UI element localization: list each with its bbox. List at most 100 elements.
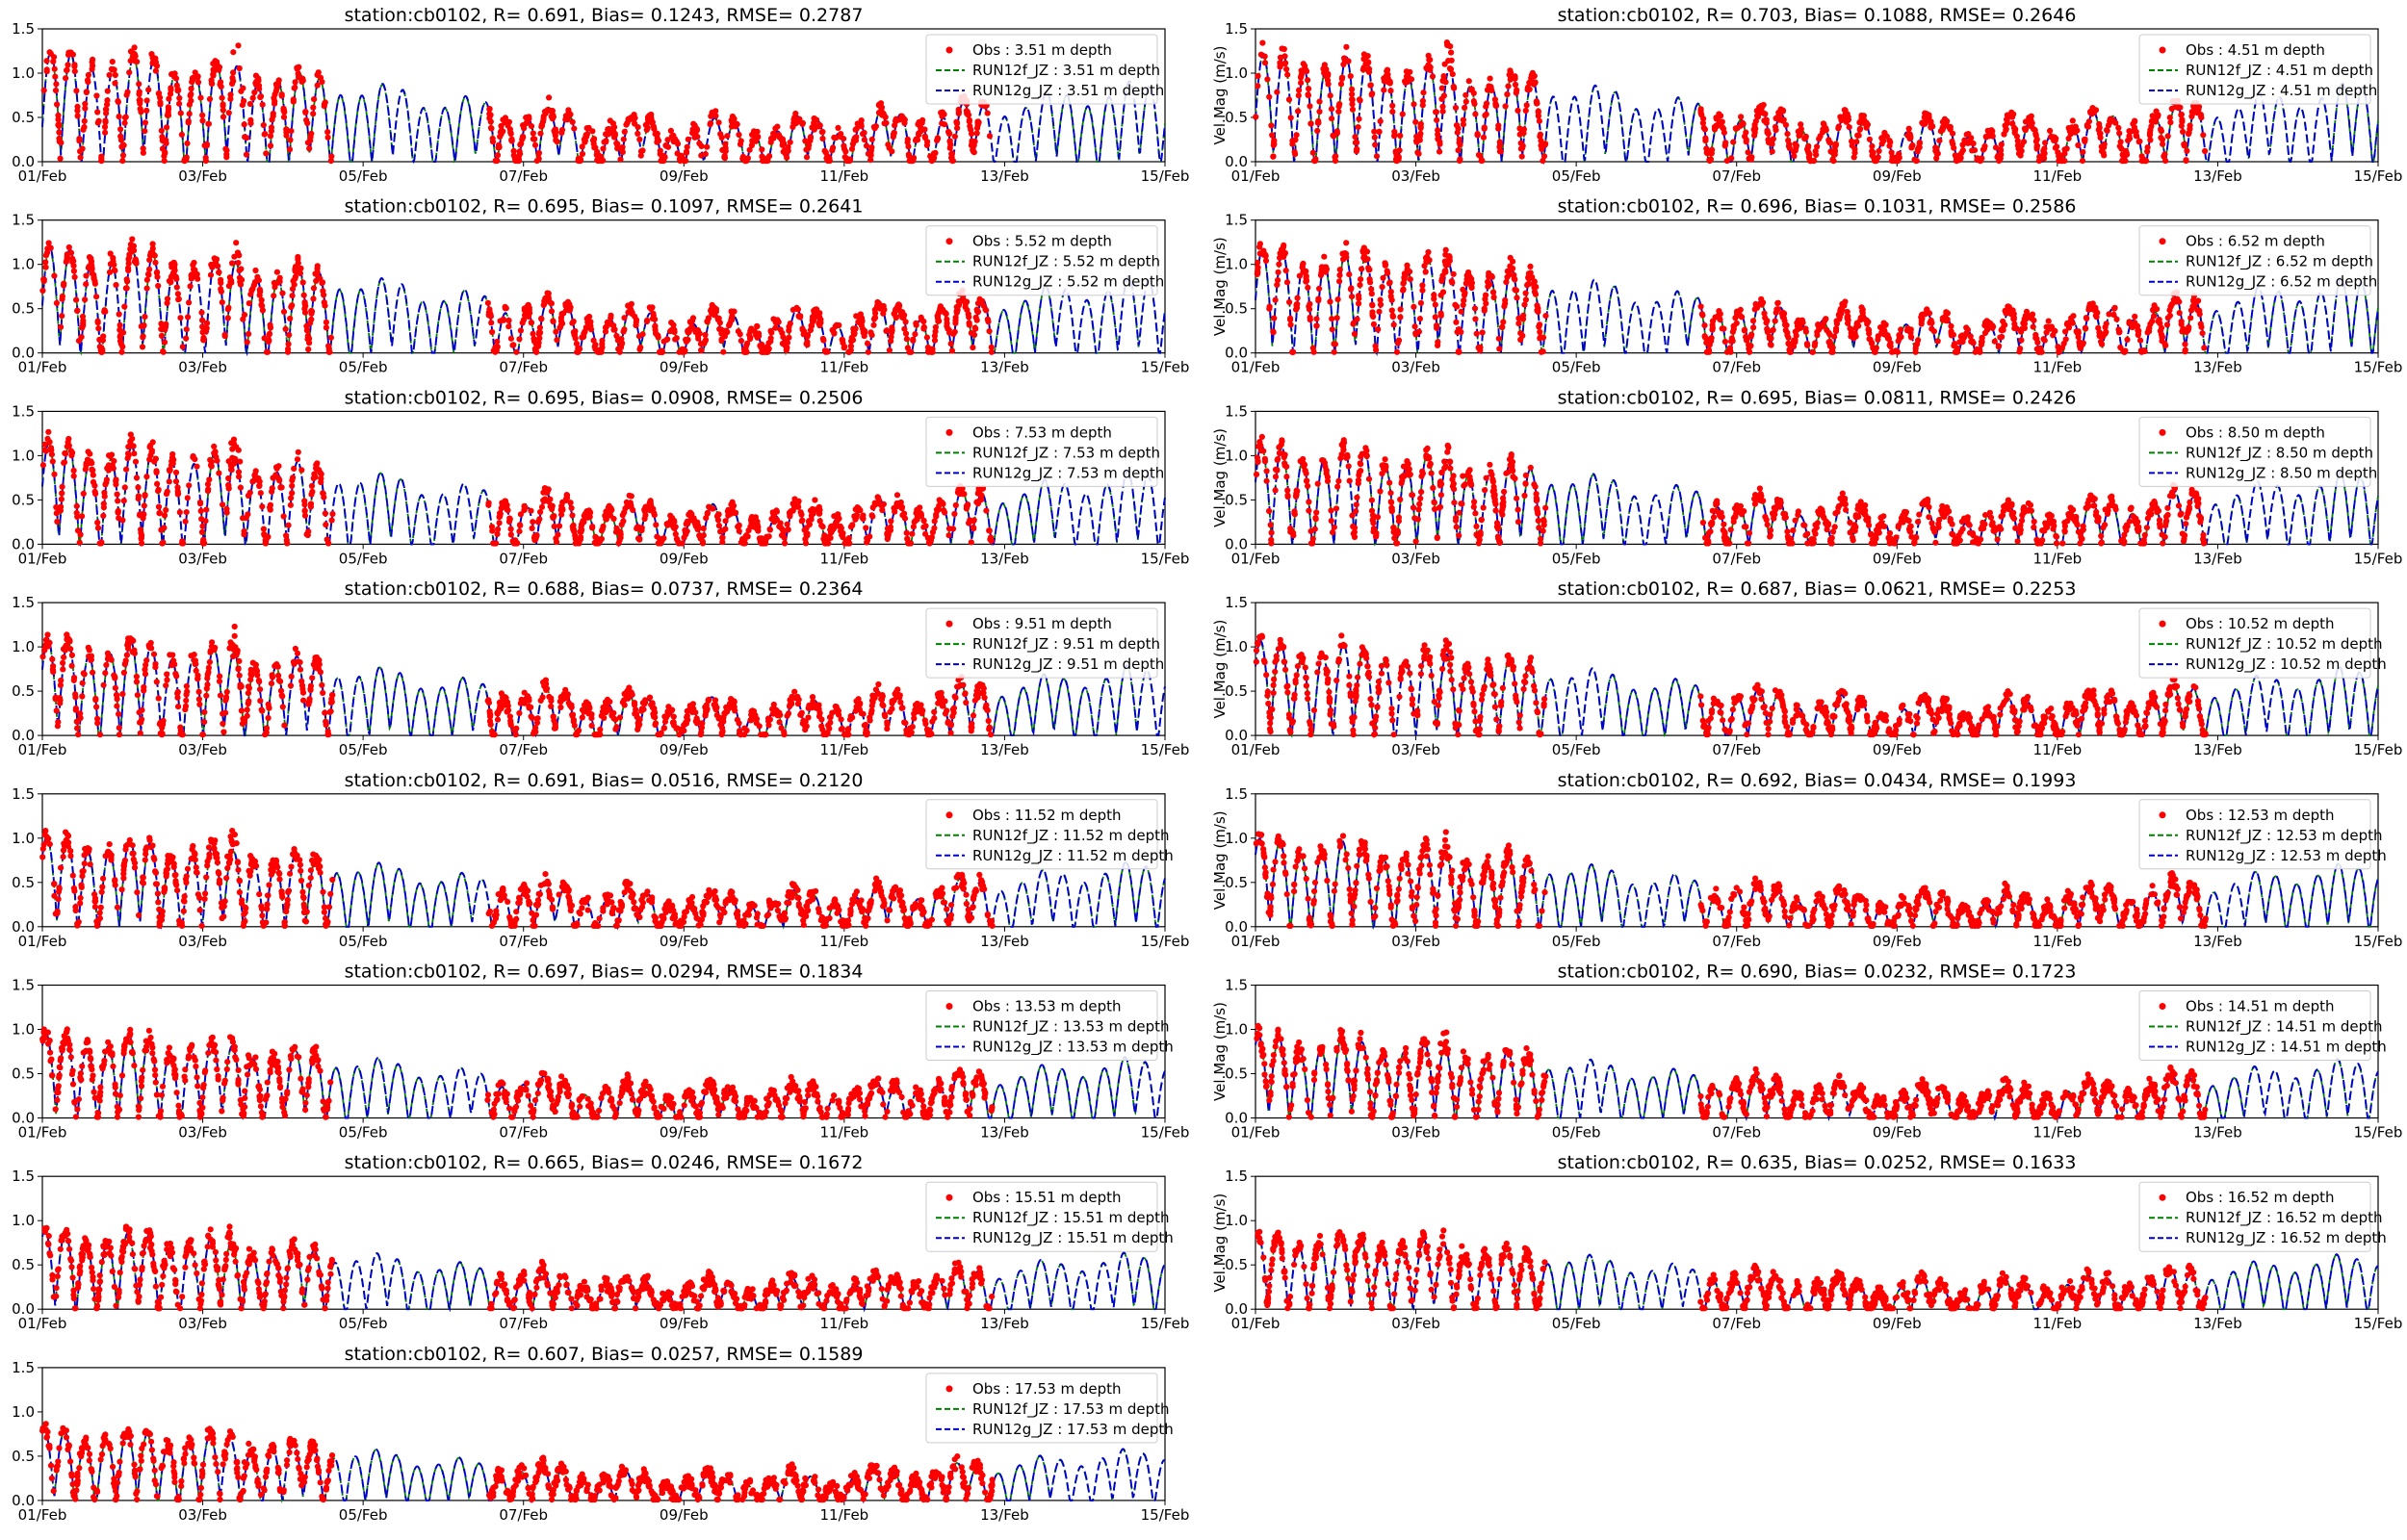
obs-point [970,345,975,350]
obs-point [1362,56,1368,62]
obs-point [309,309,315,315]
obs-point [1350,107,1356,113]
obs-point [274,86,280,91]
obs-point [205,488,211,494]
obs-point [583,324,589,330]
obs-point [854,314,860,320]
obs-point [160,138,166,143]
obs-point [304,120,310,126]
obs-point [74,510,80,516]
obs-point [942,509,947,515]
obs-point [1876,148,1882,154]
x-tick-label: 11/Feb [2033,359,2083,376]
obs-point [255,475,261,481]
obs-point [2080,342,2085,347]
obs-point [44,249,50,255]
obs-point [1532,289,1538,295]
obs-point [489,528,495,534]
obs-point [807,522,813,527]
obs-point [486,116,492,121]
obs-point [218,277,223,283]
obs-point [533,533,539,539]
obs-point [764,349,770,355]
obs-point [1727,348,1733,354]
obs-point [1948,124,1954,130]
obs-point [591,136,597,141]
obs-point [612,131,618,137]
obs-point [1434,325,1439,331]
obs-point [1289,349,1295,355]
obs-point [1266,306,1272,312]
obs-point [558,319,564,324]
obs-point [693,125,699,131]
obs-point [2159,325,2164,331]
obs-point [1821,122,1826,128]
obs-point [893,118,899,124]
obs-point [2132,118,2137,124]
obs-point [901,120,907,126]
obs-point [855,320,861,325]
obs-point [60,296,65,302]
obs-point [324,324,329,330]
obs-point [75,113,81,118]
obs-point [1293,307,1299,313]
obs-point [220,107,226,113]
obs-point [1983,134,1989,140]
obs-point [1340,256,1346,262]
obs-point [718,326,724,332]
obs-point [520,135,526,141]
obs-point [981,303,987,309]
obs-point [932,150,938,156]
obs-point [979,298,985,304]
obs-point [2034,142,2040,148]
obs-point [1754,305,1760,311]
obs-point [831,331,837,337]
obs-point [109,66,115,72]
obs-point [644,318,650,323]
obs-point [2174,296,2180,302]
obs-point [567,307,573,313]
obs-point [781,149,787,155]
obs-point [757,535,763,541]
obs-point [1770,148,1775,154]
obs-point [268,142,273,148]
obs-point [1424,65,1430,71]
obs-point [201,540,207,546]
obs-point [804,342,810,347]
obs-point [1906,136,1912,141]
obs-point [536,329,542,335]
obs-point [1996,343,2002,348]
obs-point [494,531,500,537]
obs-point [2104,127,2109,133]
obs-point [1387,88,1393,93]
obs-point [774,132,780,138]
obs-point [792,111,798,116]
obs-point [817,317,823,322]
obs-point [747,524,753,529]
obs-point [508,531,514,537]
obs-point [628,307,634,313]
obs-point [608,321,614,327]
obs-point [259,303,265,309]
obs-point [190,454,195,460]
obs-point [1413,134,1419,140]
obs-point [495,152,501,158]
obs-point [771,519,777,525]
obs-point [621,315,627,321]
obs-point [309,483,315,489]
obs-point [579,334,584,340]
obs-point [893,503,899,509]
obs-point [764,349,770,355]
obs-point [272,91,278,97]
obs-point [964,307,970,313]
obs-point [1292,149,1298,155]
obs-point [790,120,796,126]
obs-point [670,133,676,139]
obs-point [204,321,210,326]
obs-point [1442,270,1448,275]
obs-point [935,506,941,512]
obs-point [246,493,251,499]
obs-point [708,308,713,314]
obs-point [2142,158,2148,164]
obs-point [2005,113,2010,118]
